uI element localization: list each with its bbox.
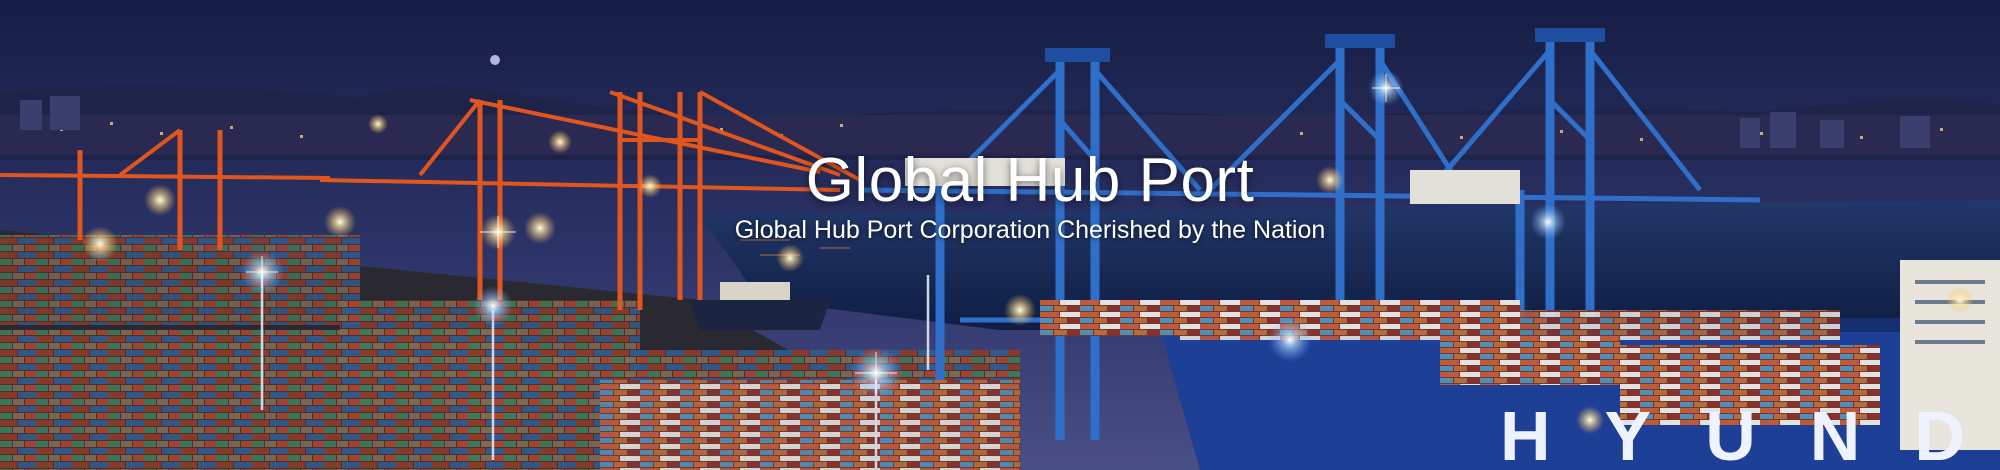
banner-subtitle: Global Hub Port Corporation Cherished by…: [734, 216, 1326, 244]
banner-title: Global Hub Port: [805, 146, 1255, 215]
ship-hull-lettering: HYUNDAI: [1500, 397, 2000, 470]
